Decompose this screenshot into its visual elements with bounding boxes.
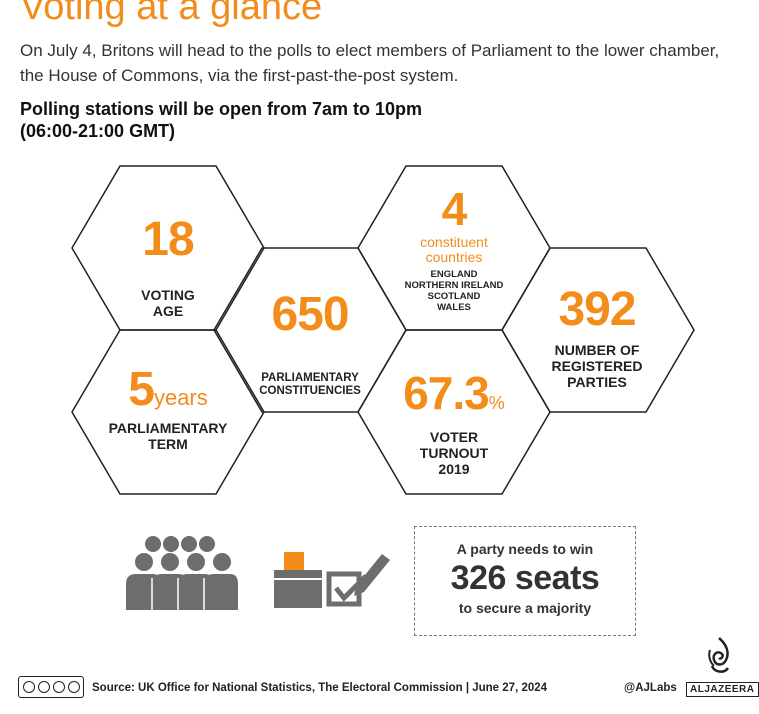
footer: Source: UK Office for National Statistic… bbox=[0, 672, 759, 714]
source-text: Source: UK Office for National Statistic… bbox=[92, 682, 548, 694]
countries-list: ENGLAND NORTHERN IRELAND SCOTLAND WALES bbox=[384, 269, 524, 313]
countries-sub: constituent countries bbox=[420, 234, 488, 265]
voting-age-label: VOTING AGE bbox=[141, 287, 195, 319]
ballot-box-icon bbox=[274, 552, 322, 608]
aljazeera-logo-icon bbox=[708, 637, 730, 673]
turnout-value: 67.3% bbox=[403, 367, 505, 419]
country-name: NORTHERN IRELAND bbox=[404, 280, 504, 291]
country-name: WALES bbox=[437, 302, 471, 313]
constituencies-label: PARLIAMENTARY CONSTITUENCIES bbox=[259, 372, 361, 397]
creative-commons-icon bbox=[18, 676, 84, 698]
crowd-icon bbox=[126, 536, 238, 610]
parties-label: NUMBER OF REGISTERED PARTIES bbox=[551, 342, 643, 390]
parties-value: 392 bbox=[558, 283, 636, 336]
hex-parties bbox=[501, 247, 695, 413]
aj-labs-handle[interactable]: @AJLabs bbox=[624, 682, 677, 694]
country-name: SCOTLAND bbox=[427, 291, 481, 302]
term-label: PARLIAMENTARY TERM bbox=[108, 420, 228, 452]
majority-line-3: to secure a majority bbox=[458, 600, 592, 616]
voting-age-value: 18 bbox=[142, 213, 194, 266]
country-name: ENGLAND bbox=[430, 269, 478, 280]
majority-box: A party needs to win 326 seats to secure… bbox=[414, 526, 636, 636]
page-title: Voting at a glance bbox=[20, 0, 323, 28]
term-value: 5years bbox=[128, 363, 208, 416]
polling-hours: Polling stations will be open from 7am t… bbox=[20, 99, 423, 141]
hex-term bbox=[71, 329, 265, 495]
majority-line-1: A party needs to win bbox=[456, 541, 594, 557]
majority-seats: 326 seats bbox=[450, 559, 600, 597]
turnout-label: VOTER TURNOUT 2019 bbox=[419, 429, 489, 477]
countries-value: 4 bbox=[441, 183, 468, 235]
intro-text: On July 4, Britons will head to the poll… bbox=[20, 41, 720, 85]
checkbox-pen-icon bbox=[326, 554, 390, 607]
aljazeera-logo-text: ALJAZEERA bbox=[686, 682, 759, 697]
constituencies-value: 650 bbox=[271, 288, 349, 341]
